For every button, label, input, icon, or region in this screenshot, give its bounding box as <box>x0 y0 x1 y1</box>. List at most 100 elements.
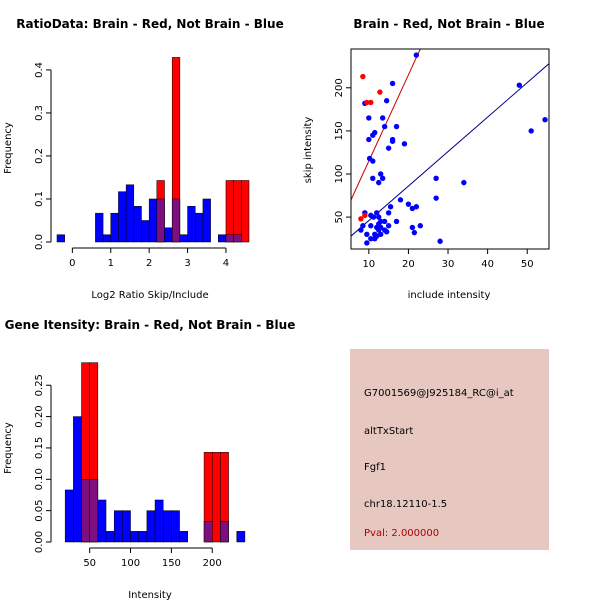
gene-hist-bar <box>162 510 172 543</box>
ratio-hist-x-tick-label: 3 <box>184 258 190 269</box>
ratio-hist-bar <box>202 198 211 243</box>
scatter-point-brain <box>358 216 364 222</box>
info-panel-background <box>350 349 549 550</box>
scatter-point-not-brain <box>381 218 388 225</box>
scatter-point-not-brain <box>368 212 374 219</box>
scatter-point-brain <box>377 89 383 95</box>
ratio-hist-x-tick-label: 0 <box>69 258 75 269</box>
gene-hist-x-tick-label: 150 <box>162 558 181 569</box>
ratio-hist-bar <box>141 220 150 243</box>
gene-hist-bar <box>113 510 123 543</box>
ratio-hist-y-tick-label: 0.4 <box>34 62 45 78</box>
scatter-body: 10 20 30 40 50 50 100 150 200 <box>334 48 550 270</box>
scatter-point-not-brain <box>413 52 420 58</box>
ratio-hist-overlap-bar <box>233 234 242 243</box>
scatter-x-tick-label: 50 <box>521 259 534 270</box>
ratio-hist-bar <box>233 180 242 243</box>
gene-hist-overlap-bar <box>203 521 213 543</box>
scatter-point-not-brain <box>528 128 534 134</box>
ratio-hist-title: RatioData: Brain - Red, Not Brain - Blue <box>16 17 283 31</box>
scatter-plot-box <box>350 48 550 250</box>
scatter-point-not-brain <box>383 98 390 104</box>
gene-hist-y-tick-label: 0.05 <box>34 500 45 522</box>
scatter-point-not-brain <box>411 229 418 236</box>
scatter-point-not-brain <box>364 231 370 238</box>
ratio-hist-bar <box>241 180 250 243</box>
intensity-scatter: Brain - Red, Not Brain - Blue 10 20 30 40 50… <box>303 17 550 301</box>
scatter-point-not-brain <box>358 227 364 233</box>
scatter-point-not-brain <box>385 145 392 151</box>
ratio-hist-bar <box>56 234 65 243</box>
scatter-point-brain <box>360 73 366 80</box>
scatter-point-not-brain <box>383 229 390 235</box>
scatter-point-not-brain <box>413 204 420 210</box>
ratio-hist-x-tick-label: 4 <box>223 258 229 269</box>
scatter-point-not-brain <box>376 179 382 186</box>
gene-hist-bars <box>64 362 246 543</box>
scatter-point-not-brain <box>370 175 376 182</box>
ratio-hist-bar <box>125 184 135 243</box>
ratio-hist-bar <box>133 206 142 243</box>
gene-hist-overlap-bar <box>81 479 90 543</box>
ratio-hist-bar <box>164 227 173 243</box>
gene-hist-y-tick-label: 0.20 <box>34 405 45 427</box>
scatter-point-not-brain <box>376 214 382 220</box>
scatter-point-not-brain <box>393 218 400 225</box>
scatter-y-tick-label: 100 <box>334 164 345 183</box>
scatter-point-not-brain <box>381 123 388 130</box>
gene-hist-bar <box>73 416 82 543</box>
ratio-hist-bar <box>194 212 204 243</box>
info-panel: G7001569@J925184_RC@i_at altTxStart Fgf1… <box>350 349 549 550</box>
scatter-point-not-brain <box>401 141 408 147</box>
gene-hist-x-tick-label: 50 <box>83 558 96 569</box>
gene-hist-axes: 50 100 150 200 0.00 0.05 0.10 0.15 0.20 0.25 <box>34 374 222 569</box>
probe-id-text: G7001569@J925184_RC@i_at <box>364 388 514 399</box>
scatter-point-not-brain <box>374 210 380 216</box>
gene-hist-bar <box>105 531 115 543</box>
gene-hist-bar <box>138 531 148 543</box>
scatter-y-tick-label: 200 <box>334 78 345 97</box>
scatter-point-not-brain <box>378 171 384 177</box>
gene-intensity-histogram: Gene Itensity: Brain - Red, Not Brain - … <box>3 318 295 600</box>
scatter-point-not-brain <box>405 201 412 207</box>
gene-hist-bar <box>122 510 131 543</box>
gene-hist-y-tick-label: 0.25 <box>34 374 45 396</box>
gene-hist-ylabel: Frequency <box>3 422 14 474</box>
ratio-hist-overlap-bar <box>156 198 165 243</box>
scatter-point-brain <box>368 99 374 106</box>
scatter-point-not-brain <box>368 235 374 242</box>
ratio-hist-bar <box>179 234 188 243</box>
ratio-hist-bar <box>102 234 112 243</box>
scatter-x-tick-label: 10 <box>362 259 375 270</box>
event-type-text: altTxStart <box>364 426 413 437</box>
ratio-hist-bars <box>56 57 250 243</box>
scatter-point-not-brain <box>433 195 439 201</box>
scatter-point-not-brain <box>417 223 423 229</box>
scatter-point-not-brain <box>385 223 392 229</box>
ratio-hist-bar <box>187 206 196 243</box>
gene-hist-bar <box>130 531 139 543</box>
scatter-point-not-brain <box>366 136 372 143</box>
scatter-point-not-brain <box>389 138 396 144</box>
gene-hist-xlabel: Intensity <box>128 590 172 600</box>
ratio-hist-bar <box>95 212 104 243</box>
ratio-hist-axes: 0 1 2 3 4 0.0 0.1 0.2 0.3 0.4 <box>34 62 229 269</box>
ratio-hist-overlap-bar <box>225 234 234 243</box>
scatter-x-tick-label: 30 <box>442 259 455 270</box>
gene-hist-y-tick-label: 0.10 <box>34 468 45 490</box>
scatter-point-brain <box>364 99 370 106</box>
scatter-y-tick-label: 150 <box>334 121 345 140</box>
scatter-point-not-brain <box>433 175 439 182</box>
gene-name-text: Fgf1 <box>364 462 386 473</box>
ratio-hist-overlap-bar <box>171 198 181 243</box>
scatter-point-not-brain <box>374 233 380 239</box>
scatter-point-brain <box>362 212 368 219</box>
scatter-point-not-brain <box>366 115 372 121</box>
scatter-x-tick-label: 40 <box>481 259 494 270</box>
gene-hist-x-tick-label: 200 <box>203 558 222 569</box>
gene-hist-x-tick-label: 100 <box>121 558 140 569</box>
scatter-title: Brain - Red, Not Brain - Blue <box>353 17 544 31</box>
ratio-hist-bar <box>118 191 127 243</box>
scatter-point-not-brain <box>379 175 386 182</box>
